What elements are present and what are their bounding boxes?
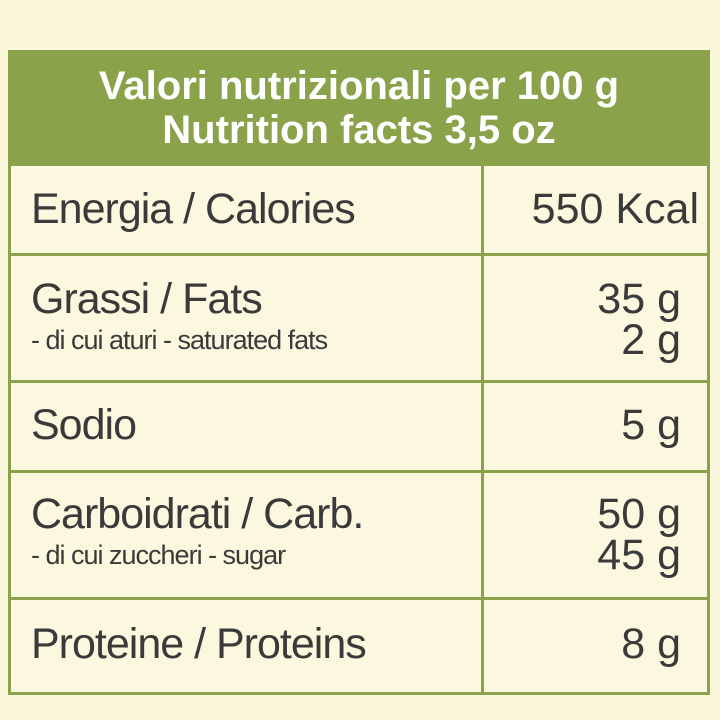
row-energy-value: 550 Kcal <box>531 185 699 233</box>
row-carbs-label: Carboidrati / Carb. <box>31 490 364 538</box>
row-fats-sub-label: - di cui aturi - saturated fats <box>31 325 328 355</box>
row-carbs: Carboidrati / Carb. - di cui zuccheri - … <box>11 470 707 597</box>
row-fats: Grassi / Fats - di cui aturi - saturated… <box>11 253 707 380</box>
nutrition-header: Valori nutrizionali per 100 g Nutrition … <box>11 53 707 163</box>
row-carbs-value: 50 g <box>597 490 681 538</box>
row-energy-label: Energia / Calories <box>31 185 356 233</box>
row-fats-sub-value: 2 g <box>621 316 681 364</box>
row-fats-value: 35 g <box>597 275 681 323</box>
nutrition-label: Valori nutrizionali per 100 g Nutrition … <box>8 50 710 695</box>
row-carbs-sub-value: 45 g <box>597 531 681 579</box>
row-carbs-sub-label: - di cui zuccheri - sugar <box>31 540 286 570</box>
row-fats-label: Grassi / Fats <box>31 275 263 323</box>
row-proteins: Proteine / Proteins 8 g <box>11 597 707 695</box>
header-title-it: Valori nutrizionali per 100 g <box>98 64 620 108</box>
row-proteins-label: Proteine / Proteins <box>31 620 367 668</box>
row-sodium: Sodio 5 g <box>11 380 707 470</box>
column-divider <box>481 163 484 695</box>
row-energy: Energia / Calories 550 Kcal <box>11 163 707 253</box>
header-title-en: Nutrition facts 3,5 oz <box>162 108 556 152</box>
row-sodium-value: 5 g <box>621 401 681 449</box>
row-proteins-value: 8 g <box>621 620 681 668</box>
row-sodium-label: Sodio <box>31 401 137 449</box>
